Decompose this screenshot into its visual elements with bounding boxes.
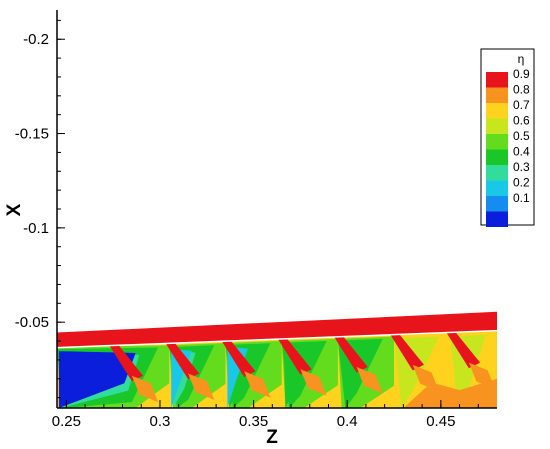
contour-region xyxy=(403,378,497,408)
hole-3-contours xyxy=(221,340,282,408)
y-tick-label: -0.1 xyxy=(23,220,49,237)
legend-label: 0.8 xyxy=(513,83,530,97)
plume-streak xyxy=(334,336,368,373)
x-axis-title: Z xyxy=(266,427,278,448)
legend-label: 0.9 xyxy=(513,67,530,81)
contour-fill-layer xyxy=(57,330,497,408)
legend-title: η xyxy=(518,52,525,66)
x-tick-label: 0.3 xyxy=(150,413,171,430)
legend-swatch xyxy=(486,118,508,134)
legend-swatch xyxy=(486,165,508,181)
plume-streak xyxy=(221,341,256,377)
plume-streak xyxy=(390,334,424,371)
plume-halo xyxy=(188,373,215,400)
hole-1-contours xyxy=(57,345,170,408)
x-tick-label: 0.35 xyxy=(239,413,268,430)
legend-swatch xyxy=(486,196,508,212)
legend: η0.9 0.80.7 0.60.5 0.40.3 0.20.1 xyxy=(480,48,535,227)
band-layer xyxy=(57,311,497,349)
legend-label: 0.3 xyxy=(513,160,530,174)
hole-2-contours xyxy=(165,343,226,408)
contour-region xyxy=(450,334,486,408)
legend-swatch xyxy=(486,134,508,150)
x-tick-label: 0.4 xyxy=(337,413,358,430)
plume-streak xyxy=(165,343,200,380)
plume-halo xyxy=(131,375,159,403)
x-tick-label: 0.25 xyxy=(52,413,81,430)
plume-streak xyxy=(446,332,481,369)
legend-label: 0.2 xyxy=(513,176,530,190)
legend-swatch xyxy=(486,211,508,227)
legend-label: 0.5 xyxy=(513,129,530,143)
legend-label: 0.7 xyxy=(513,98,530,112)
plot-area xyxy=(57,10,497,408)
legend-swatch xyxy=(486,103,508,119)
x-tick-label: 0.45 xyxy=(426,413,455,430)
legend-swatch xyxy=(486,180,508,196)
tick-layer: 0.25 0.3 0.35 0.4 0.45 -0.2 -0.15 -0.1 -0.05 xyxy=(15,19,479,430)
y-tick-label: -0.05 xyxy=(15,314,49,331)
legend-label: 0.1 xyxy=(513,191,530,205)
hole-5-contours xyxy=(334,336,394,408)
plume-halo xyxy=(244,371,271,398)
plume-halo xyxy=(300,369,327,396)
legend-swatch xyxy=(486,87,508,103)
plume-streak xyxy=(109,345,144,382)
legend-swatch xyxy=(486,149,508,165)
contour-region xyxy=(58,351,136,408)
legend-label: 0.6 xyxy=(513,114,530,128)
legend-swatch xyxy=(486,72,508,88)
hole-4-contours xyxy=(277,338,338,408)
y-tick-label: -0.15 xyxy=(15,126,49,143)
y-tick-label: -0.2 xyxy=(23,31,49,48)
legend-label: 0.4 xyxy=(513,145,530,159)
band-region xyxy=(57,311,497,348)
plume-halo xyxy=(356,367,383,394)
plume-streak xyxy=(277,339,312,375)
band-edge xyxy=(57,329,497,349)
y-axis-title: X xyxy=(4,203,25,216)
